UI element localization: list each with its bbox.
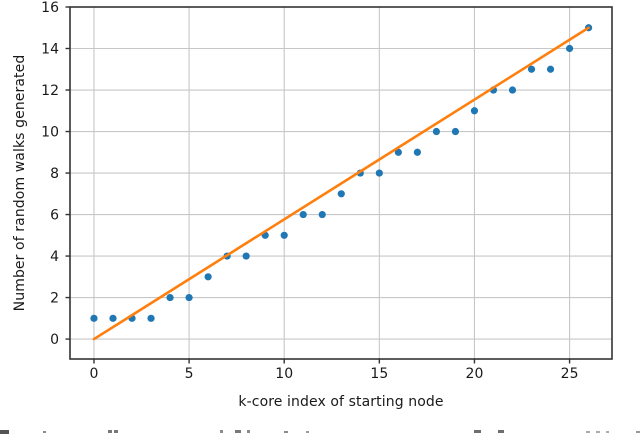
data-point: [166, 293, 174, 302]
y-tick-label: 16: [41, 0, 59, 16]
x-tick-label: 15: [370, 366, 388, 382]
data-point: [299, 210, 307, 219]
data-point: [109, 314, 117, 322]
data-point: [375, 169, 383, 177]
grid-lines: [70, 6, 612, 359]
x-tick-label: 10: [275, 366, 293, 382]
x-tick-label: 25: [561, 366, 579, 382]
data-point: [337, 190, 345, 198]
y-tick-label: 12: [41, 83, 59, 99]
data-point: [242, 252, 250, 260]
data-point: [185, 293, 193, 302]
y-tick-label: 4: [50, 249, 59, 265]
data-point: [394, 148, 402, 156]
data-point: [546, 65, 555, 73]
y-tick-label: 10: [41, 125, 59, 141]
x-tick-label: 5: [185, 366, 194, 382]
fit-line: [92, 26, 590, 341]
data-point: [90, 314, 98, 322]
y-tick-label: 14: [41, 42, 59, 58]
x-axis-label: k-core index of starting node: [238, 394, 444, 410]
axes-frame: [69, 6, 613, 360]
tick-marks: 0 5 10 15 20 25 0 2 4 6 8 10 12 14 16: [41, 0, 578, 382]
data-point: [318, 210, 326, 219]
y-tick-label: 2: [50, 291, 59, 307]
x-tick-label: 20: [466, 366, 484, 382]
data-point: [470, 107, 479, 115]
data-point: [147, 314, 155, 322]
x-tick-label: 0: [90, 366, 99, 382]
y-axis-label: Number of random walks generated: [12, 54, 28, 312]
data-point: [565, 44, 574, 53]
y-tick-label: 0: [50, 332, 59, 348]
data-point: [527, 65, 536, 73]
y-tick-label: 6: [50, 208, 59, 224]
data-point: [432, 127, 441, 136]
data-point: [280, 231, 288, 239]
y-tick-label: 8: [50, 166, 59, 182]
data-point: [204, 273, 212, 281]
data-point: [413, 148, 421, 156]
data-point: [451, 127, 460, 136]
data-point: [508, 86, 517, 94]
